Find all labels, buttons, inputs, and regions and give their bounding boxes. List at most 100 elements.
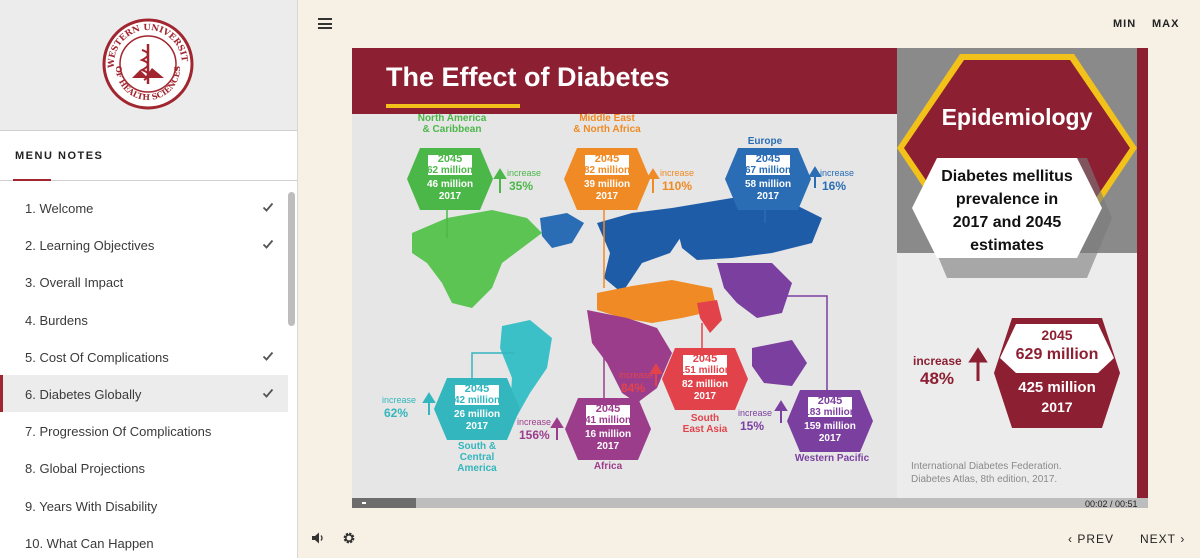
region-name: East Asia (682, 424, 728, 435)
map-greenland (540, 213, 584, 248)
check-icon (262, 240, 274, 250)
region-value-2017: 26 million (453, 409, 501, 420)
next-button[interactable]: NEXT › (1140, 532, 1186, 546)
arrow-up-icon (550, 417, 564, 440)
sidebar-tabs: MENU NOTES (0, 131, 297, 181)
sidebar-item-diabetes-globally[interactable]: 6. Diabetes Globally (0, 374, 288, 413)
min-button[interactable]: MIN (1113, 18, 1137, 30)
region-year-2045: 2045 (437, 153, 463, 165)
sidebar-item-label: 2. Learning Objectives (25, 238, 155, 254)
sidebar-item-cost-of-complications[interactable]: 5. Cost Of Complications (0, 338, 288, 375)
sidebar-item-burdens[interactable]: 4. Burdens (0, 301, 288, 338)
region-year-2045: 2045 (594, 153, 620, 165)
region-increase-pct: 84% (621, 381, 646, 395)
global-increase-word: increase (913, 354, 962, 368)
check-icon (262, 202, 274, 212)
volume-icon[interactable] (311, 531, 325, 545)
region-year-2045: 2045 (692, 353, 718, 365)
arrow-up-icon (808, 166, 822, 188)
region-year-2045: 2045 (595, 403, 621, 415)
region-increase-word: increase (738, 408, 773, 418)
region-name: North America (417, 113, 487, 124)
arrow-up-icon (649, 363, 663, 386)
region-value-2017: 159 million (804, 421, 856, 432)
region-name: Middle East (579, 113, 635, 124)
region-value-2017: 58 million (744, 179, 792, 190)
epi-line: prevalence in (955, 191, 1059, 208)
active-tab-indicator (13, 179, 51, 181)
region-name: Europe (747, 136, 783, 147)
progress-handle[interactable] (362, 502, 366, 504)
sidebar-item-learning-objectives[interactable]: 2. Learning Objectives (0, 226, 288, 263)
region-value-2045: 183 million (804, 407, 856, 418)
map-north-america (412, 210, 542, 308)
gear-icon[interactable] (342, 531, 356, 545)
next-label: NEXT (1140, 532, 1177, 546)
region-value-2045: 67 million (744, 165, 792, 176)
region-increase-pct: 156% (519, 428, 550, 442)
source-credit-line1: International Diabetes Federation. (911, 461, 1062, 472)
region-value-2045: 151 million (679, 365, 731, 376)
max-button[interactable]: MAX (1152, 18, 1180, 30)
epidemiology-description: Diabetes mellitus prevalence in 2017 and… (912, 165, 1102, 257)
map-europe (597, 208, 687, 293)
region-increase-word: increase (517, 417, 552, 427)
sidebar-item-label: 8. Global Projections (25, 461, 145, 477)
region-name: Africa (593, 461, 623, 472)
arrow-up-icon (646, 168, 660, 193)
hamburger-menu-icon[interactable] (318, 18, 332, 29)
sidebar-item-overall-impact[interactable]: 3. Overall Impact (0, 263, 288, 300)
sidebar-item-years-with-disability[interactable]: 9. Years With Disability (0, 487, 288, 524)
region-year-2045: 2045 (464, 383, 490, 395)
region-value-2045: 82 million (583, 165, 631, 176)
region-name: & North Africa (573, 124, 641, 135)
sidebar-item-label: 6. Diabetes Globally (25, 386, 142, 402)
global-year-2045: 2045 (1041, 327, 1073, 343)
map-mena (597, 280, 717, 323)
prev-button[interactable]: ‹ PREV (1068, 532, 1115, 546)
prev-label: PREV (1077, 532, 1115, 546)
region-increase-pct: 35% (509, 179, 534, 193)
timecode: 00:02 / 00:51 (1085, 499, 1138, 509)
epi-line: estimates (970, 237, 1044, 254)
global-hexagon (968, 318, 1120, 428)
map-south-east-asia (697, 300, 722, 333)
map-africa (587, 310, 672, 403)
region-year-2017: 2017 (818, 433, 842, 444)
check-icon (262, 351, 274, 361)
epi-line: Diabetes mellitus (941, 168, 1073, 185)
region-increase-pct: 110% (662, 179, 693, 193)
region-value-2017: 46 million (426, 179, 474, 190)
slide-header: The Effect of Diabetes (352, 48, 897, 114)
connector-lines (446, 210, 828, 398)
region-year-2017: 2017 (693, 391, 717, 402)
map-australia (752, 340, 807, 386)
arrow-up-icon (968, 347, 988, 381)
region-increase-word: increase (820, 168, 855, 178)
map-south-america (500, 320, 552, 416)
tab-notes[interactable]: NOTES (58, 150, 104, 162)
menu-scrollbar[interactable] (288, 192, 295, 326)
right-accent-strip (1137, 48, 1148, 498)
sidebar-item-label: 4. Burdens (25, 312, 88, 328)
university-seal-logo: WESTERN UNIVERSITY OF HEALTH SCIENCES (102, 18, 194, 110)
sidebar-item-progression-of-complications[interactable]: 7. Progression Of Complications (0, 412, 288, 449)
region-name: South (690, 413, 720, 424)
sidebar-item-what-can-happen[interactable]: 10. What Can Happen (0, 524, 288, 558)
slide: The Effect of Diabetes (352, 48, 1148, 498)
sidebar-item-global-projections[interactable]: 8. Global Projections (0, 449, 288, 486)
progress-bar[interactable] (352, 498, 1148, 508)
sidebar-item-welcome[interactable]: 1. Welcome (0, 189, 288, 226)
region-name: & Caribbean (422, 124, 482, 135)
region-year-2017: 2017 (465, 421, 489, 432)
region-increase-word: increase (507, 168, 542, 178)
region-increase-pct: 62% (384, 406, 409, 420)
title-underline (386, 104, 520, 108)
sidebar-item-label: 7. Progression Of Complications (25, 424, 212, 440)
slide-title: The Effect of Diabetes (386, 62, 670, 92)
region-year-2045: 2045 (755, 153, 781, 165)
tab-menu[interactable]: MENU (15, 150, 54, 162)
epi-line: 2017 and 2045 (952, 214, 1062, 231)
sidebar-item-label: 1. Welcome (25, 201, 94, 216)
epidemiology-hexagon (897, 54, 1137, 278)
